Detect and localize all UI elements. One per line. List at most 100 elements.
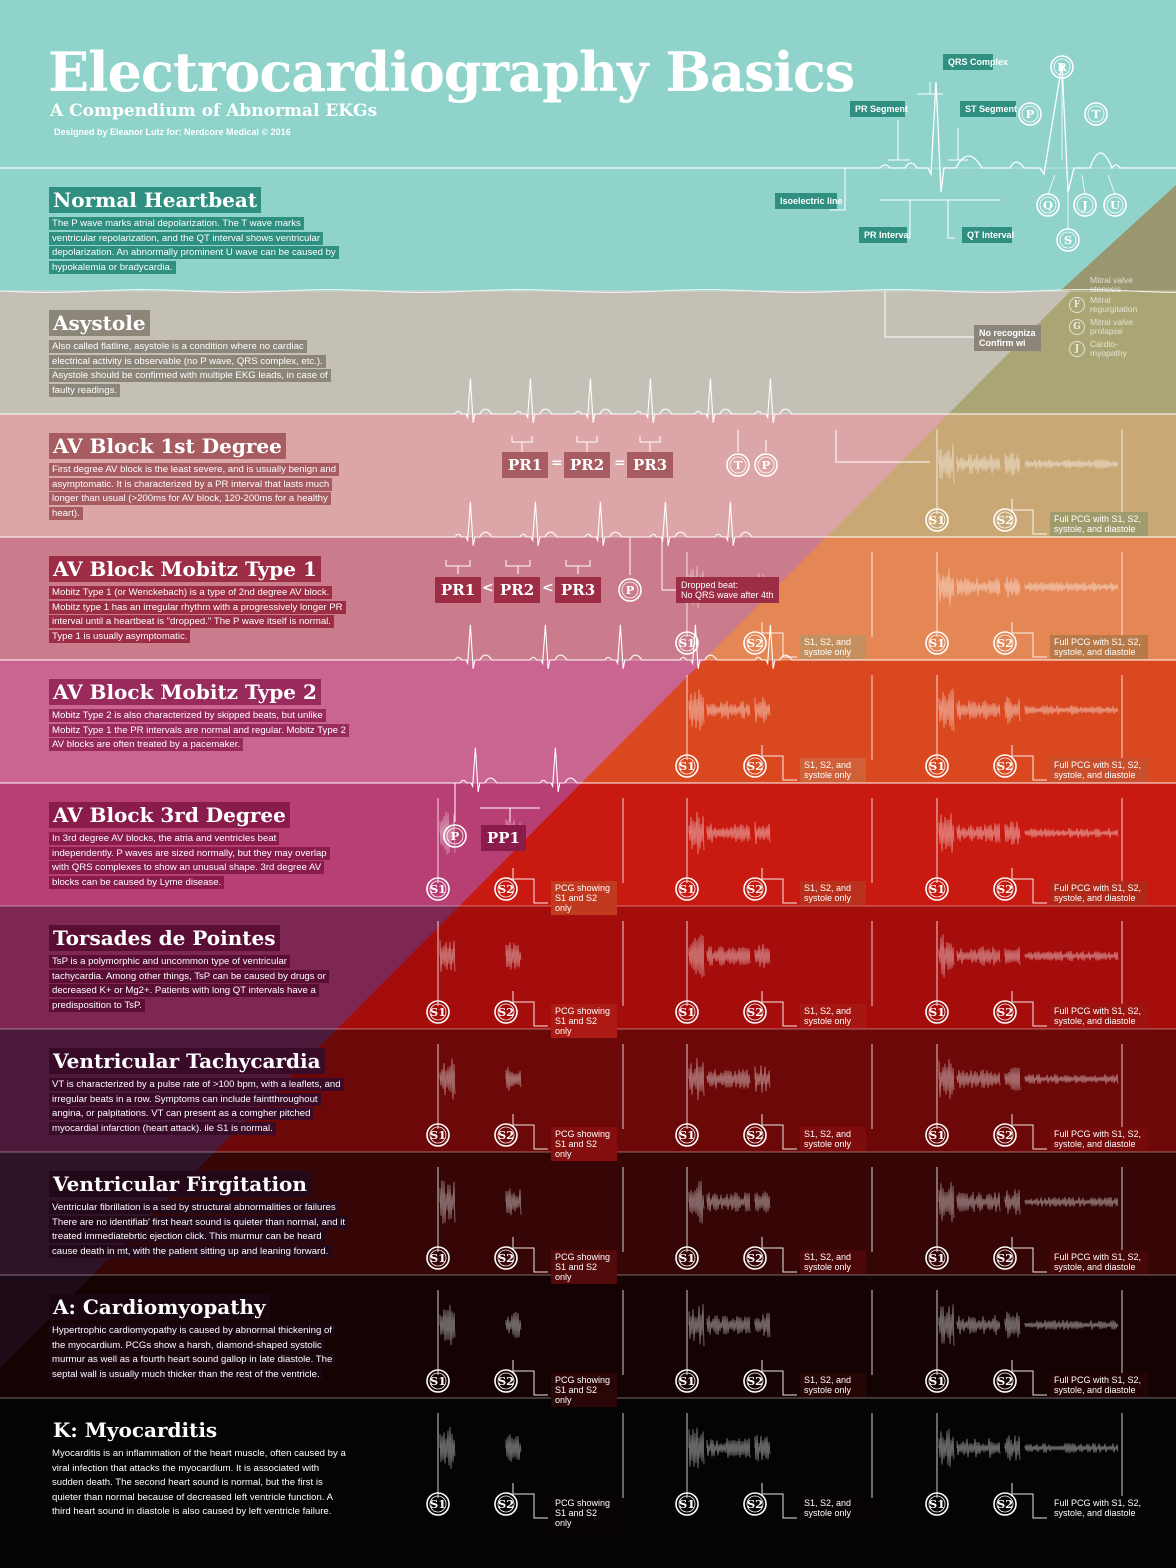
description-line: Mobitz Type 1 (or Wenckebach) is a type … bbox=[49, 586, 333, 599]
description-line: cause death in mt, with the patient sitt… bbox=[49, 1244, 332, 1258]
qt-interval-label: QT Interval bbox=[962, 227, 1014, 243]
section-description: The P wave marks atrial depolarization. … bbox=[49, 217, 349, 275]
section-title: Ventricular Firgitation bbox=[49, 1171, 311, 1197]
description-line: Myocarditis is an inflammation of the he… bbox=[52, 1448, 346, 1459]
description-line: tachycardia. Among other things, TsP can… bbox=[49, 969, 329, 983]
section-description: In 3rd degree AV blocks, the atria and v… bbox=[49, 832, 349, 890]
valve-label: Cardio-myopathy bbox=[1090, 339, 1127, 358]
pcg-label: Full PCG with S1, S2, systole, and diast… bbox=[1050, 758, 1148, 782]
pcg-label: S1, S2, and systole only bbox=[800, 1373, 866, 1397]
equals-sign-2: = bbox=[614, 455, 626, 471]
description-line: irregular beats in a row. Symptoms can i… bbox=[49, 1092, 321, 1106]
less-than-sign: < bbox=[482, 580, 494, 596]
description-line: myocardial infarction (heart attack). il… bbox=[49, 1121, 276, 1135]
description-line: treated immediatebrtic ejection click. T… bbox=[49, 1230, 325, 1244]
description-line: the myocardium. PCGs show a harsh, diamo… bbox=[49, 1338, 325, 1352]
description-line: angina, or palpitations. VT can present … bbox=[49, 1107, 314, 1121]
pcg-label: Full PCG with S1, S2, systole, and diast… bbox=[1050, 635, 1148, 659]
description-line: Asystole should be confirmed with multip… bbox=[49, 369, 331, 383]
page-subtitle: A Compendium of Abnormal EKGs bbox=[50, 101, 378, 121]
description-line: ventricular repolarization, and the QT i… bbox=[49, 231, 324, 245]
description-line: faulty readings. bbox=[49, 383, 121, 397]
description-line: predisposition to TsP. bbox=[49, 998, 145, 1012]
pcg-label: S1, S2, and systole only bbox=[800, 758, 866, 782]
description-line: hypokalemia or bradycardia. bbox=[49, 260, 176, 274]
st-segment-label: ST Segment bbox=[960, 101, 1017, 117]
description-line: viral infection that attacks the myocard… bbox=[52, 1462, 320, 1474]
section-title: AV Block 1st Degree bbox=[49, 433, 286, 459]
description-line: sudden death. The second heart sound is … bbox=[52, 1477, 323, 1489]
pr1-label: PR1 bbox=[502, 452, 549, 478]
valve-label: Mitral valve prolapse bbox=[1090, 317, 1133, 336]
description-line: AV blocks are often treated by a pacemak… bbox=[49, 738, 244, 752]
valve-label: Mitral valve stenosis bbox=[1090, 275, 1133, 294]
pcg-label: Full PCG with S1, S2, systole, and diast… bbox=[1050, 1004, 1148, 1028]
pcg-label: PCG showing S1 and S2 only bbox=[551, 1496, 617, 1530]
description-line: depolarization. An abnormally prominent … bbox=[49, 246, 339, 260]
description-line: TsP is a polymorphic and uncommon type o… bbox=[49, 955, 290, 968]
section-description: Myocarditis is an inflammation of the he… bbox=[49, 1447, 349, 1520]
pcg-label: Full PCG with S1, S2, systole, and diast… bbox=[1050, 512, 1148, 536]
pr-interval-label: PR Interval bbox=[859, 227, 911, 243]
section-description: First degree AV block is the least sever… bbox=[49, 463, 349, 521]
pcg-label: S1, S2, and systole only bbox=[800, 1250, 866, 1274]
less-than-sign-2: < bbox=[542, 580, 554, 596]
credit-line: Designed by Eleanor Lutz for: Nerdcore M… bbox=[54, 127, 291, 137]
description-line: with QRS complexes to show an unusual sh… bbox=[49, 861, 325, 875]
description-line: First degree AV block is the least sever… bbox=[49, 463, 340, 476]
section-title: A: Cardiomyopathy bbox=[49, 1294, 270, 1320]
pcg-label: S1, S2, and systole only bbox=[800, 635, 866, 659]
pcg-label: Full PCG with S1, S2, systole, and diast… bbox=[1050, 1250, 1148, 1274]
no-recognizable-label: No recogniza Confirm wi bbox=[974, 325, 1041, 351]
pr-segment-label: PR Segment bbox=[850, 101, 908, 117]
valve-letter-icon: G bbox=[1069, 319, 1085, 335]
description-line: murmur as well as a fourth heart sound g… bbox=[49, 1353, 336, 1367]
description-line: blocks can be caused by Lyme disease. bbox=[49, 875, 225, 889]
pcg-label: S1, S2, and systole only bbox=[800, 1127, 866, 1151]
section-title: K: Myocarditis bbox=[53, 1418, 218, 1442]
section-description: Hypertrophic cardiomyopathy is caused by… bbox=[49, 1324, 349, 1382]
qrs-complex-label: QRS Complex bbox=[943, 54, 1008, 70]
section-description: Ventricular fibrillation is a sed by str… bbox=[49, 1201, 349, 1259]
description-line: third heart sound in diastole is also ca… bbox=[52, 1506, 332, 1518]
pcg-label: S1, S2, and systole only bbox=[800, 1004, 866, 1028]
valve-label: Mitral regurgitation bbox=[1090, 295, 1138, 314]
dropped-beat-label: Dropped beat: No QRS wave after 4th bbox=[676, 577, 779, 603]
page-title: Electrocardiography Basics bbox=[48, 40, 855, 104]
description-line: Mobitz Type 2 is also characterized by s… bbox=[49, 709, 326, 722]
pcg-label: PCG showing S1 and S2 only bbox=[551, 1127, 617, 1161]
pcg-label: PCG showing S1 and S2 only bbox=[551, 881, 617, 915]
description-line: There are no identifiab' first heart sou… bbox=[49, 1215, 349, 1229]
pcg-label: PCG showing S1 and S2 only bbox=[551, 1004, 617, 1038]
isoelectric-line-label: Isoelectric line bbox=[775, 193, 843, 209]
description-line: Ventricular fibrillation is a sed by str… bbox=[49, 1201, 339, 1214]
description-line: decreased K+ or Mg2+. Patients with long… bbox=[49, 984, 319, 998]
description-line: VT is characterized by a pulse rate of >… bbox=[49, 1078, 344, 1091]
pcg-label: S1, S2, and systole only bbox=[800, 881, 866, 905]
valve-letter-icon: F bbox=[1069, 297, 1085, 313]
description-line: quieter than normal because of decreased… bbox=[52, 1491, 334, 1503]
pr2-label: PR2 bbox=[564, 452, 611, 478]
description-line: Mobitz type 1 has an irregular rhythm wi… bbox=[49, 600, 346, 614]
pr3-label: PR3 bbox=[627, 452, 674, 478]
description-line: heart). bbox=[49, 506, 83, 520]
section-title: Normal Heartbeat bbox=[49, 187, 262, 213]
section-title: Torsades de Pointes bbox=[49, 925, 280, 951]
pp1-label: PP1 bbox=[481, 825, 526, 851]
description-line: The P wave marks atrial depolarization. … bbox=[49, 217, 304, 230]
section-title: Ventricular Tachycardia bbox=[49, 1048, 325, 1074]
pcg-label: S1, S2, and systole only bbox=[800, 1496, 866, 1520]
equals-sign: = bbox=[551, 455, 563, 471]
pcg-label: Full PCG with S1, S2, systole, and diast… bbox=[1050, 881, 1148, 905]
description-line: In 3rd degree AV blocks, the atria and v… bbox=[49, 832, 280, 845]
valve-letter-icon: J bbox=[1069, 341, 1085, 357]
description-line: independently. P waves are sized normall… bbox=[49, 846, 330, 860]
section-description: Also called flatline, asystole is a cond… bbox=[49, 340, 349, 398]
pcg-label: PCG showing S1 and S2 only bbox=[551, 1373, 617, 1407]
description-line: septal wall is usually much thicker than… bbox=[49, 1367, 323, 1381]
mobitz-pr2-label: PR2 bbox=[494, 577, 541, 603]
section-title: Asystole bbox=[49, 310, 150, 336]
pcg-label: PCG showing S1 and S2 only bbox=[551, 1250, 617, 1284]
description-line: asymptomatic. It is characterized by a P… bbox=[49, 477, 333, 491]
